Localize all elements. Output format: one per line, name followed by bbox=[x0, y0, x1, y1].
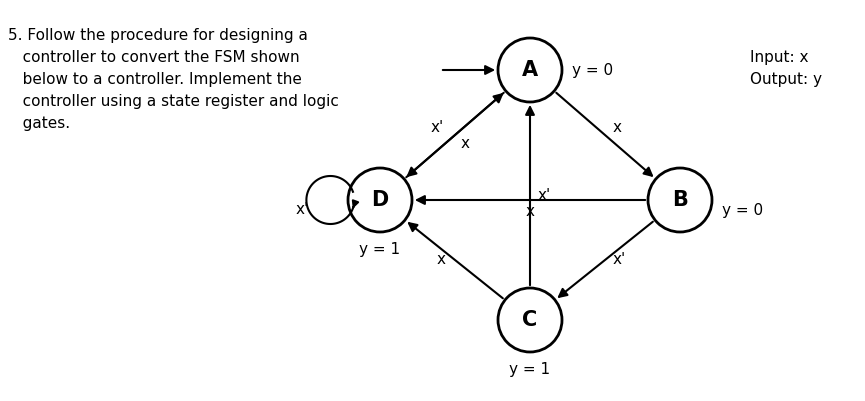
Text: Output: y: Output: y bbox=[750, 72, 822, 87]
Text: below to a controller. Implement the: below to a controller. Implement the bbox=[8, 72, 302, 87]
Text: x': x' bbox=[296, 203, 309, 217]
Text: x': x' bbox=[537, 188, 551, 203]
Text: x: x bbox=[526, 205, 535, 219]
Text: x: x bbox=[460, 136, 470, 150]
Text: controller to convert the FSM shown: controller to convert the FSM shown bbox=[8, 50, 299, 65]
Text: A: A bbox=[522, 60, 538, 80]
Text: 5. Follow the procedure for designing a: 5. Follow the procedure for designing a bbox=[8, 28, 308, 43]
Text: D: D bbox=[371, 190, 388, 210]
Text: y = 0: y = 0 bbox=[722, 203, 763, 217]
Text: B: B bbox=[672, 190, 688, 210]
Text: Input: x: Input: x bbox=[750, 50, 809, 65]
Text: C: C bbox=[522, 310, 538, 330]
Text: x: x bbox=[612, 119, 621, 134]
Text: y = 1: y = 1 bbox=[360, 242, 400, 257]
Text: controller using a state register and logic: controller using a state register and lo… bbox=[8, 94, 339, 109]
Text: x': x' bbox=[431, 119, 444, 134]
Text: x': x' bbox=[612, 253, 625, 267]
Text: gates.: gates. bbox=[8, 116, 70, 131]
Text: x: x bbox=[437, 253, 445, 267]
Text: y = 1: y = 1 bbox=[509, 362, 550, 377]
Text: y = 0: y = 0 bbox=[572, 63, 613, 77]
